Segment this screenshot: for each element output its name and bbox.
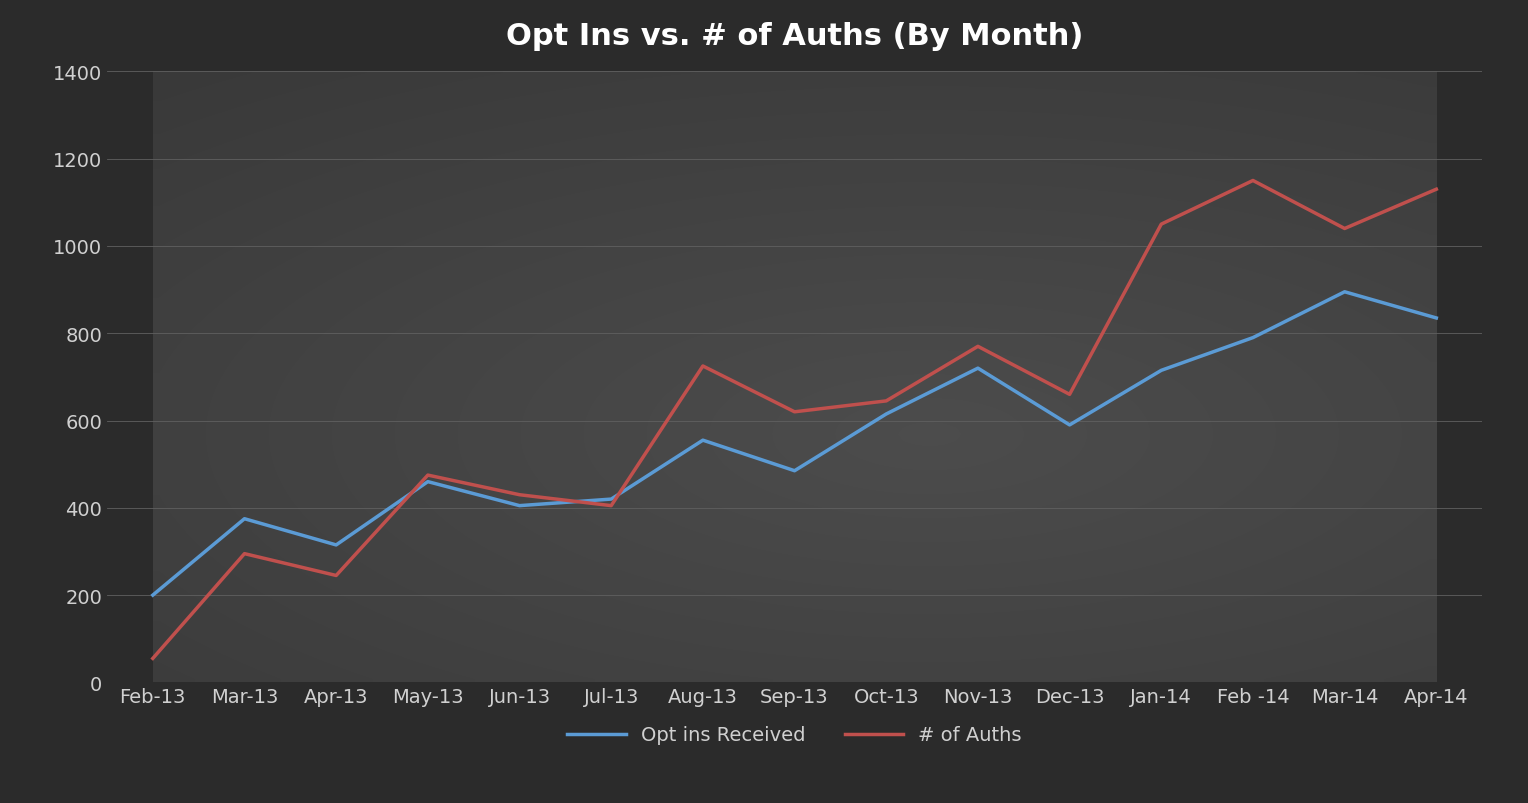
Title: Opt Ins vs. # of Auths (By Month): Opt Ins vs. # of Auths (By Month) bbox=[506, 22, 1083, 51]
# of Auths bbox=[1152, 220, 1170, 230]
# of Auths bbox=[235, 549, 254, 559]
# of Auths bbox=[969, 342, 987, 352]
Opt ins Received bbox=[327, 540, 345, 550]
Opt ins Received bbox=[1060, 421, 1079, 430]
# of Auths bbox=[877, 397, 895, 406]
Opt ins Received bbox=[144, 590, 162, 600]
Opt ins Received bbox=[510, 501, 529, 511]
Opt ins Received bbox=[785, 467, 804, 476]
Opt ins Received bbox=[419, 477, 437, 487]
Line: # of Auths: # of Auths bbox=[153, 181, 1436, 658]
# of Auths bbox=[327, 571, 345, 581]
# of Auths bbox=[1335, 224, 1354, 234]
Legend: Opt ins Received, # of Auths: Opt ins Received, # of Auths bbox=[559, 718, 1030, 752]
# of Auths bbox=[785, 407, 804, 417]
Opt ins Received bbox=[1244, 333, 1262, 343]
Opt ins Received bbox=[1335, 287, 1354, 297]
# of Auths bbox=[419, 471, 437, 480]
# of Auths bbox=[510, 491, 529, 500]
# of Auths bbox=[602, 501, 620, 511]
# of Auths bbox=[144, 654, 162, 663]
# of Auths bbox=[1244, 177, 1262, 186]
# of Auths bbox=[1427, 185, 1445, 195]
Opt ins Received bbox=[1427, 314, 1445, 324]
Opt ins Received bbox=[235, 514, 254, 524]
Opt ins Received bbox=[694, 436, 712, 446]
Line: Opt ins Received: Opt ins Received bbox=[153, 292, 1436, 595]
Opt ins Received bbox=[877, 410, 895, 419]
# of Auths bbox=[1060, 390, 1079, 400]
# of Auths bbox=[694, 361, 712, 371]
Opt ins Received bbox=[602, 495, 620, 504]
Opt ins Received bbox=[969, 364, 987, 373]
Opt ins Received bbox=[1152, 366, 1170, 376]
